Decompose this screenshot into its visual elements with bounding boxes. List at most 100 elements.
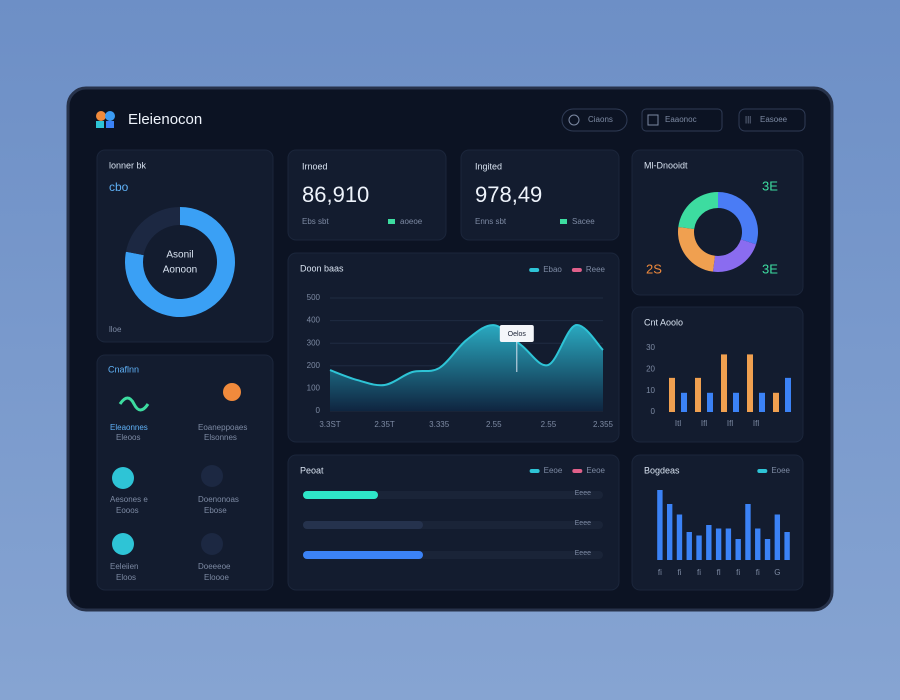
list-label: Eoaneppoaes: [198, 423, 247, 432]
list-title: Cnaflnn: [108, 364, 139, 374]
donut-label: 3E: [762, 178, 778, 193]
chart-title: Bogdeas: [644, 465, 680, 475]
x-tick-label: 2.35T: [374, 420, 395, 429]
bar: [759, 392, 765, 412]
button-label[interactable]: Ciaons: [588, 115, 613, 124]
chart-title: Cnt Aoolo: [644, 317, 683, 327]
bar: [745, 504, 751, 560]
x-tick-label: 2.355: [593, 420, 614, 429]
chart-subtitle: cbo: [109, 180, 129, 194]
y-tick-label: 300: [307, 338, 321, 347]
legend-swatch: [572, 469, 583, 473]
x-tick-label: fi: [677, 568, 681, 577]
progress-label: Eeee: [575, 520, 591, 527]
change-icon: [560, 219, 567, 224]
bar: [681, 392, 687, 412]
chart-title: lonner bk: [109, 160, 147, 170]
progress-bar: [303, 551, 423, 559]
list-label: Eleaonnes: [110, 423, 148, 432]
donut-segment: [712, 239, 757, 272]
list-sub: Ebose: [204, 506, 227, 515]
panel: [287, 149, 447, 241]
progress-bar: [303, 521, 423, 529]
bar: [696, 535, 702, 560]
bar: [669, 377, 675, 412]
stat-change: aoeoe: [400, 217, 423, 226]
donut-segment: [718, 192, 758, 245]
list-sub: Elsonnes: [204, 433, 237, 442]
donut-segment: [125, 206, 180, 256]
y-tick-label: 500: [307, 293, 321, 302]
legend-swatch: [529, 268, 540, 272]
x-tick-label: fi: [756, 568, 760, 577]
x-tick-label: Itl: [675, 419, 681, 428]
stat-value: 86,910: [302, 182, 369, 207]
list-sub: Eloooe: [204, 573, 229, 582]
bar: [725, 528, 732, 560]
y-tick-label: 20: [646, 364, 655, 373]
list-sub: Eooos: [116, 506, 139, 515]
y-tick-label: 0: [651, 407, 656, 416]
bar: [784, 532, 790, 560]
x-tick-label: Ifl: [701, 419, 707, 428]
legend-swatch: [571, 268, 582, 272]
center-label: Aonoon: [163, 265, 197, 276]
button[interactable]: [738, 108, 806, 132]
button[interactable]: [641, 108, 723, 132]
bar: [773, 392, 779, 412]
donut-segment: [678, 192, 718, 229]
button-label[interactable]: Eaaonoc: [665, 115, 697, 124]
bar: [695, 377, 701, 412]
button-icon: |||: [745, 115, 751, 124]
donut-segment: [678, 226, 715, 272]
legend-label: Reee: [586, 265, 606, 274]
progress-label: Eeee: [575, 490, 591, 497]
bar: [774, 514, 781, 560]
panel: [631, 149, 804, 296]
area-line: [329, 324, 604, 387]
chart-title: Ml-Dnooidt: [644, 160, 688, 170]
button[interactable]: [561, 108, 628, 132]
stat-note: Enns sbt: [475, 217, 507, 226]
bar: [735, 539, 741, 560]
bar: [721, 354, 727, 412]
bar: [747, 354, 753, 412]
chart-note: lloe: [109, 325, 122, 334]
bar: [715, 528, 722, 560]
progress-label: Eeee: [575, 550, 591, 557]
x-tick-label: Ifl: [753, 419, 759, 428]
donut-label: 3E: [762, 261, 778, 276]
legend-swatch: [529, 469, 540, 473]
x-tick-label: 3.3ST: [319, 420, 340, 429]
panel: [460, 149, 620, 241]
panel: [96, 354, 274, 591]
y-tick-label: 100: [307, 384, 321, 393]
center-label: Asonil: [166, 250, 193, 261]
x-tick-label: fl: [717, 568, 721, 577]
bar: [676, 514, 683, 560]
stat-label: Irnoed: [302, 161, 328, 171]
change-icon: [388, 219, 395, 224]
x-tick-label: Ifl: [727, 419, 733, 428]
y-tick-label: 200: [307, 361, 321, 370]
legend-label: Ebao: [543, 265, 562, 274]
y-tick-label: 400: [307, 316, 321, 325]
chart-title: Doon baas: [300, 263, 344, 273]
y-tick-label: 30: [646, 343, 655, 352]
x-tick-label: 2.55: [486, 420, 502, 429]
stat-value: 978,49: [475, 182, 542, 207]
bar: [657, 490, 663, 560]
bar: [666, 504, 673, 560]
x-tick-label: fi: [736, 568, 740, 577]
stat-note: Ebs sbt: [302, 217, 329, 226]
bar: [733, 392, 739, 412]
bar: [764, 539, 771, 560]
button-icon: [647, 114, 659, 126]
list-sub: Eloos: [116, 573, 136, 582]
button-label[interactable]: Easoee: [760, 115, 788, 124]
list-icons: [112, 383, 241, 555]
chart-title: Peoat: [300, 465, 324, 475]
stat-change: Sacee: [572, 217, 595, 226]
